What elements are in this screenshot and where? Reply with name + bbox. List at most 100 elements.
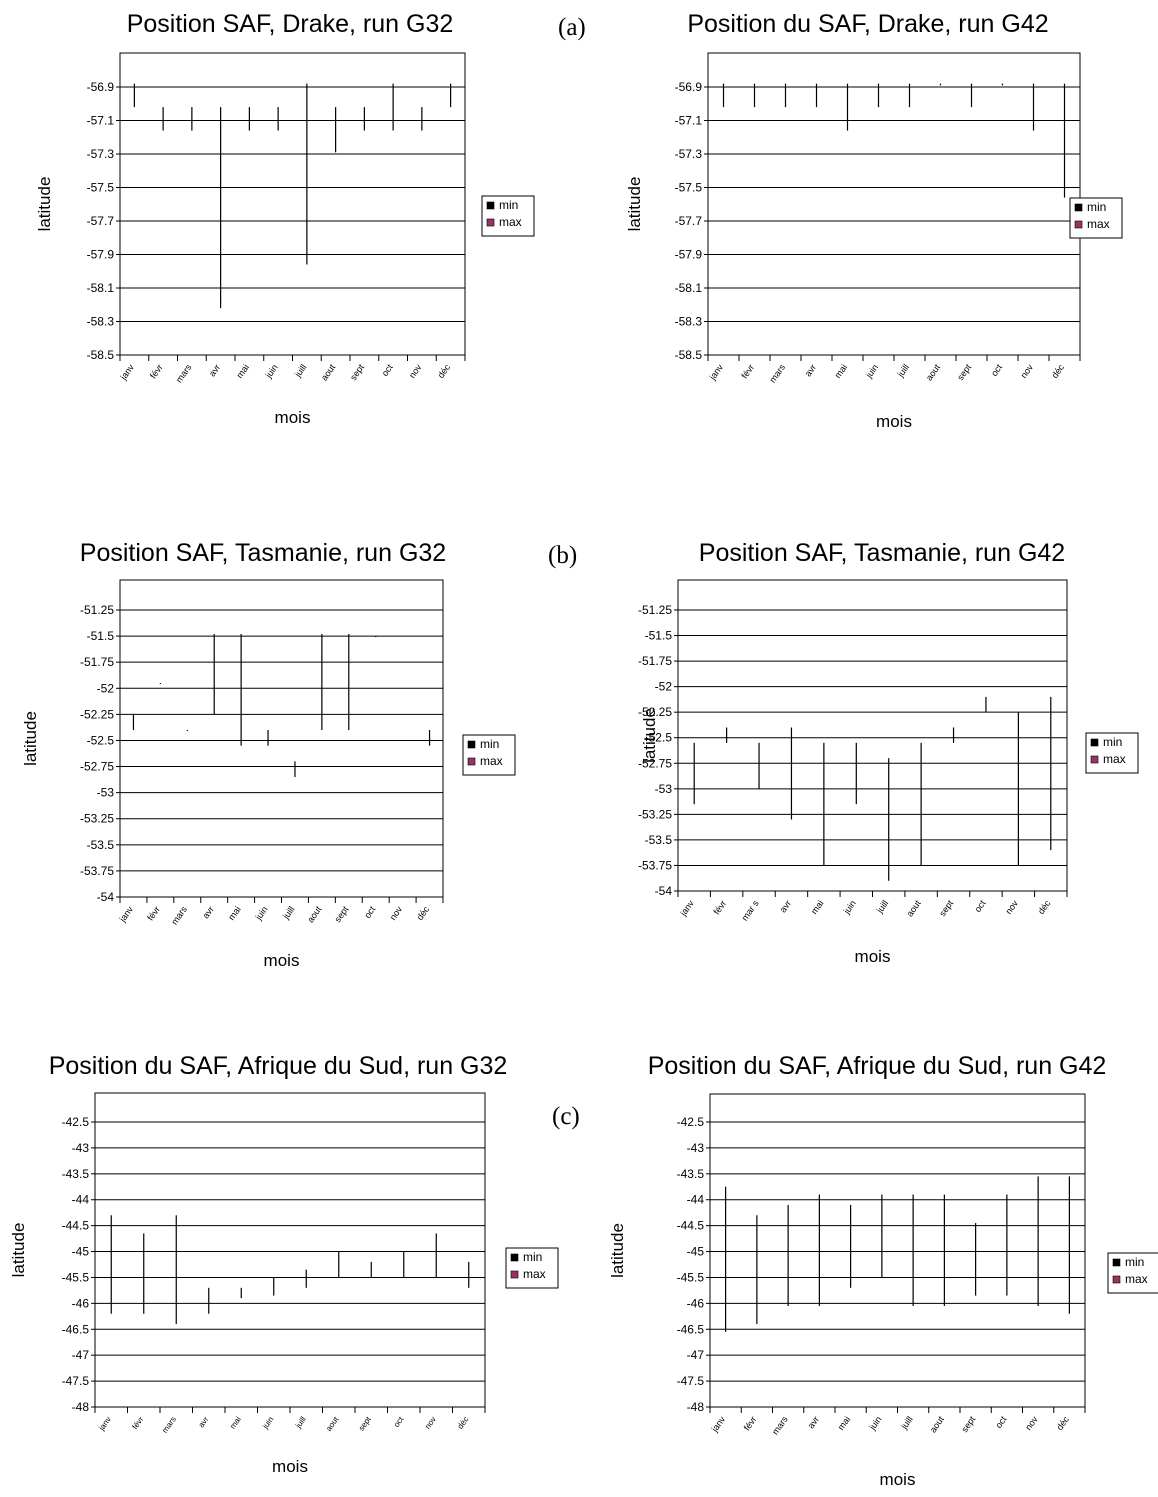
x-category-label: nov [1003, 898, 1020, 916]
y-axis-label: latitude [21, 711, 40, 766]
y-tick-label: -51.25 [638, 603, 672, 617]
y-tick-label: -52.75 [638, 756, 672, 770]
legend-swatch-max [486, 218, 495, 227]
x-axis-label: mois [264, 951, 300, 970]
x-category-label: juill [292, 362, 308, 379]
x-axis-label: mois [855, 947, 891, 966]
x-category-label: févr [739, 362, 756, 380]
x-category-label: avr [200, 904, 215, 920]
legend-swatch-min [486, 201, 495, 210]
x-category-label: févr [145, 904, 162, 922]
y-tick-label: -58.3 [87, 315, 115, 329]
x-category-label: mars [160, 1415, 178, 1435]
x-category-label: févr [130, 1415, 145, 1431]
x-category-label: mar s [740, 898, 761, 923]
x-category-label: juin [867, 1414, 884, 1432]
legend-label-max: max [1103, 752, 1126, 766]
x-category-label: mai [226, 904, 243, 922]
legend-swatch-min [467, 740, 476, 749]
x-category-label: aout [319, 362, 338, 382]
x-axis-label: mois [876, 412, 912, 431]
y-tick-label: -44.5 [677, 1219, 705, 1233]
x-category-label: oct [993, 1414, 1008, 1430]
x-category-label: mai [234, 362, 251, 380]
y-tick-label: -45.5 [677, 1270, 705, 1284]
x-category-label: sept [357, 1414, 373, 1432]
legend-label-max: max [480, 754, 503, 768]
x-category-label: oct [380, 362, 395, 378]
y-tick-label: -43.5 [677, 1167, 705, 1181]
x-category-label: avr [197, 1415, 211, 1430]
y-tick-label: -48 [687, 1400, 705, 1414]
x-category-label: oct [362, 904, 377, 920]
x-category-label: sept [348, 362, 366, 382]
panel-label-a: (a) [558, 14, 586, 41]
y-tick-label: -45 [72, 1245, 90, 1259]
chart-afrique-g32: Position du SAF, Afrique du Sud, run G32… [9, 1052, 559, 1476]
x-category-label: sept [955, 362, 973, 382]
y-tick-label: -46.5 [677, 1322, 705, 1336]
legend-swatch-max [467, 757, 476, 766]
y-tick-label: -57.1 [87, 114, 115, 128]
x-category-label: nov [407, 362, 424, 380]
y-axis-label: latitude [9, 1223, 28, 1278]
y-tick-label: -57.1 [675, 114, 703, 128]
y-tick-label: -47.5 [677, 1374, 705, 1388]
x-category-label: janv [118, 362, 137, 382]
chart-title: Position SAF, Tasmanie, run G32 [80, 539, 446, 567]
x-category-label: mai [809, 898, 826, 916]
legend-label-min: min [1103, 735, 1122, 749]
x-category-label: juin [260, 1415, 275, 1431]
y-tick-label: -51.75 [80, 655, 114, 669]
x-category-label: mai [833, 362, 850, 380]
panel-label-c: (c) [552, 1103, 580, 1130]
x-category-label: avr [207, 362, 222, 378]
x-category-label: juill [874, 898, 890, 915]
y-tick-label: -52 [655, 680, 673, 694]
y-tick-label: -47 [687, 1348, 705, 1362]
x-category-label: déc [1050, 362, 1067, 380]
legend-swatch-max [1074, 220, 1083, 229]
panel-label-b: (b) [548, 542, 578, 569]
legend-swatch-min [510, 1253, 519, 1262]
y-tick-label: -48 [72, 1400, 90, 1414]
chart-tasmanie-g32: Position SAF, Tasmanie, run G32 -51.25 -51… [21, 539, 516, 970]
x-category-label: nov [423, 1415, 438, 1431]
x-category-label: aout [305, 904, 324, 924]
x-category-label: juill [899, 1414, 915, 1431]
chart-drake-g32: Position SAF, Drake, run G32 -56.9 -57.1 -5… [35, 10, 535, 427]
plot-frame [94, 1092, 486, 1408]
x-category-label: aout [928, 1414, 947, 1434]
y-tick-label: -57.5 [675, 181, 703, 195]
x-category-label: sept [332, 904, 350, 924]
chart-title: Position SAF, Tasmanie, run G42 [699, 539, 1065, 567]
x-category-label: juill [293, 1415, 308, 1431]
x-category-label: nov [388, 904, 405, 922]
x-category-label: juin [253, 904, 270, 922]
y-tick-label: -52.5 [645, 731, 673, 745]
y-axis-label: latitude [625, 177, 644, 232]
y-tick-label: -58.1 [87, 281, 115, 295]
x-category-label: juin [263, 362, 280, 380]
legend-swatch-max [510, 1270, 519, 1279]
y-tick-label: -47 [72, 1348, 90, 1362]
x-category-label: mai [228, 1415, 243, 1431]
x-axis-label: mois [272, 1457, 308, 1476]
y-tick-label: -52.25 [638, 705, 672, 719]
legend-swatch-min [1074, 203, 1083, 212]
x-category-label: oct [973, 898, 988, 914]
legend-label-min: min [1125, 1255, 1144, 1269]
x-category-label: mars [767, 362, 787, 385]
x-axis-label: mois [880, 1470, 916, 1489]
x-category-label: déc [1054, 1414, 1071, 1432]
y-tick-label: -52.75 [80, 760, 114, 774]
chart-title: Position du SAF, Afrique du Sud, run G42 [648, 1052, 1107, 1080]
legend-swatch-max [1090, 755, 1099, 764]
y-tick-label: -53.75 [80, 864, 114, 878]
y-tick-label: -57.3 [87, 147, 115, 161]
y-tick-label: -44 [72, 1193, 90, 1207]
y-tick-label: -44.5 [62, 1219, 90, 1233]
y-tick-label: -53 [655, 782, 673, 796]
y-tick-label: -57.9 [87, 248, 115, 262]
